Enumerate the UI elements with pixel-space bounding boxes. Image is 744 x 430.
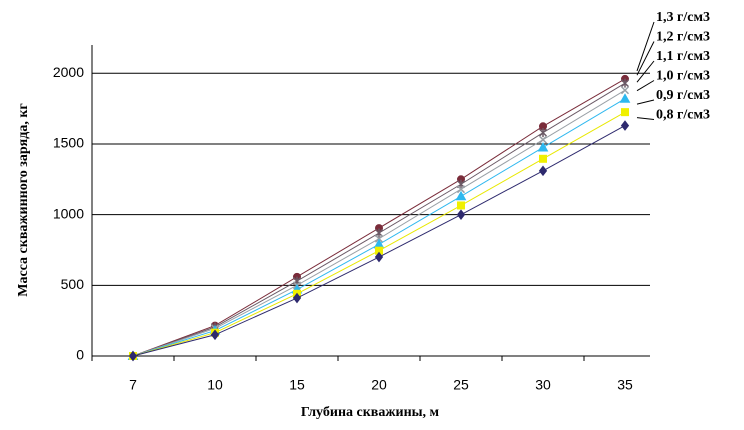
marker [621,108,629,117]
legend-label: 1,1 г/см3 [656,49,710,64]
x-axis-label: Глубина скважины, м [301,405,440,420]
legend-leader [636,21,655,72]
legend-label: 0,8 г/см3 [656,108,710,123]
marker [620,78,630,88]
legend-leader [636,117,655,120]
marker [128,350,138,362]
marker [620,120,630,131]
y-tick-label: 1500 [53,135,84,151]
series-line [132,89,626,357]
marker [538,165,548,177]
x-tick-label: 30 [535,377,551,393]
y-tick-label: 500 [61,276,85,292]
marker [538,135,548,144]
marker [456,209,466,220]
series-line [132,78,626,357]
marker [539,154,547,163]
x-tick-label: 20 [371,377,387,393]
marker [210,329,220,341]
legend-leader [636,60,655,83]
x-tick-label: 15 [289,377,305,393]
y-tick-label: 1000 [53,205,84,221]
marker [620,86,630,95]
x-tick-label: 35 [617,377,633,393]
marker [456,185,466,194]
legend-label: 1,0 г/см3 [656,69,710,84]
series-line [132,82,626,357]
marker [292,292,302,304]
legend-label: 1,3 г/см3 [656,10,710,25]
legend-label: 1,2 г/см3 [656,30,710,45]
legend-label: 0,9 г/см3 [656,88,710,103]
marker [455,190,467,201]
y-axis-label: Масса скважинного заряда, кг [16,103,31,297]
legend-leader [636,80,655,92]
legend-leader [636,41,655,76]
marker [374,251,384,263]
marker [538,128,548,138]
marker [537,141,549,152]
marker [619,93,631,103]
x-tick-label: 10 [207,377,223,393]
marker [457,201,465,210]
marker [374,234,384,243]
y-tick-label: 2000 [53,64,84,80]
legend-leader [636,99,655,105]
x-tick-label: 25 [453,377,469,393]
x-tick-label: 7 [129,377,137,393]
y-tick-label: 0 [76,347,84,363]
